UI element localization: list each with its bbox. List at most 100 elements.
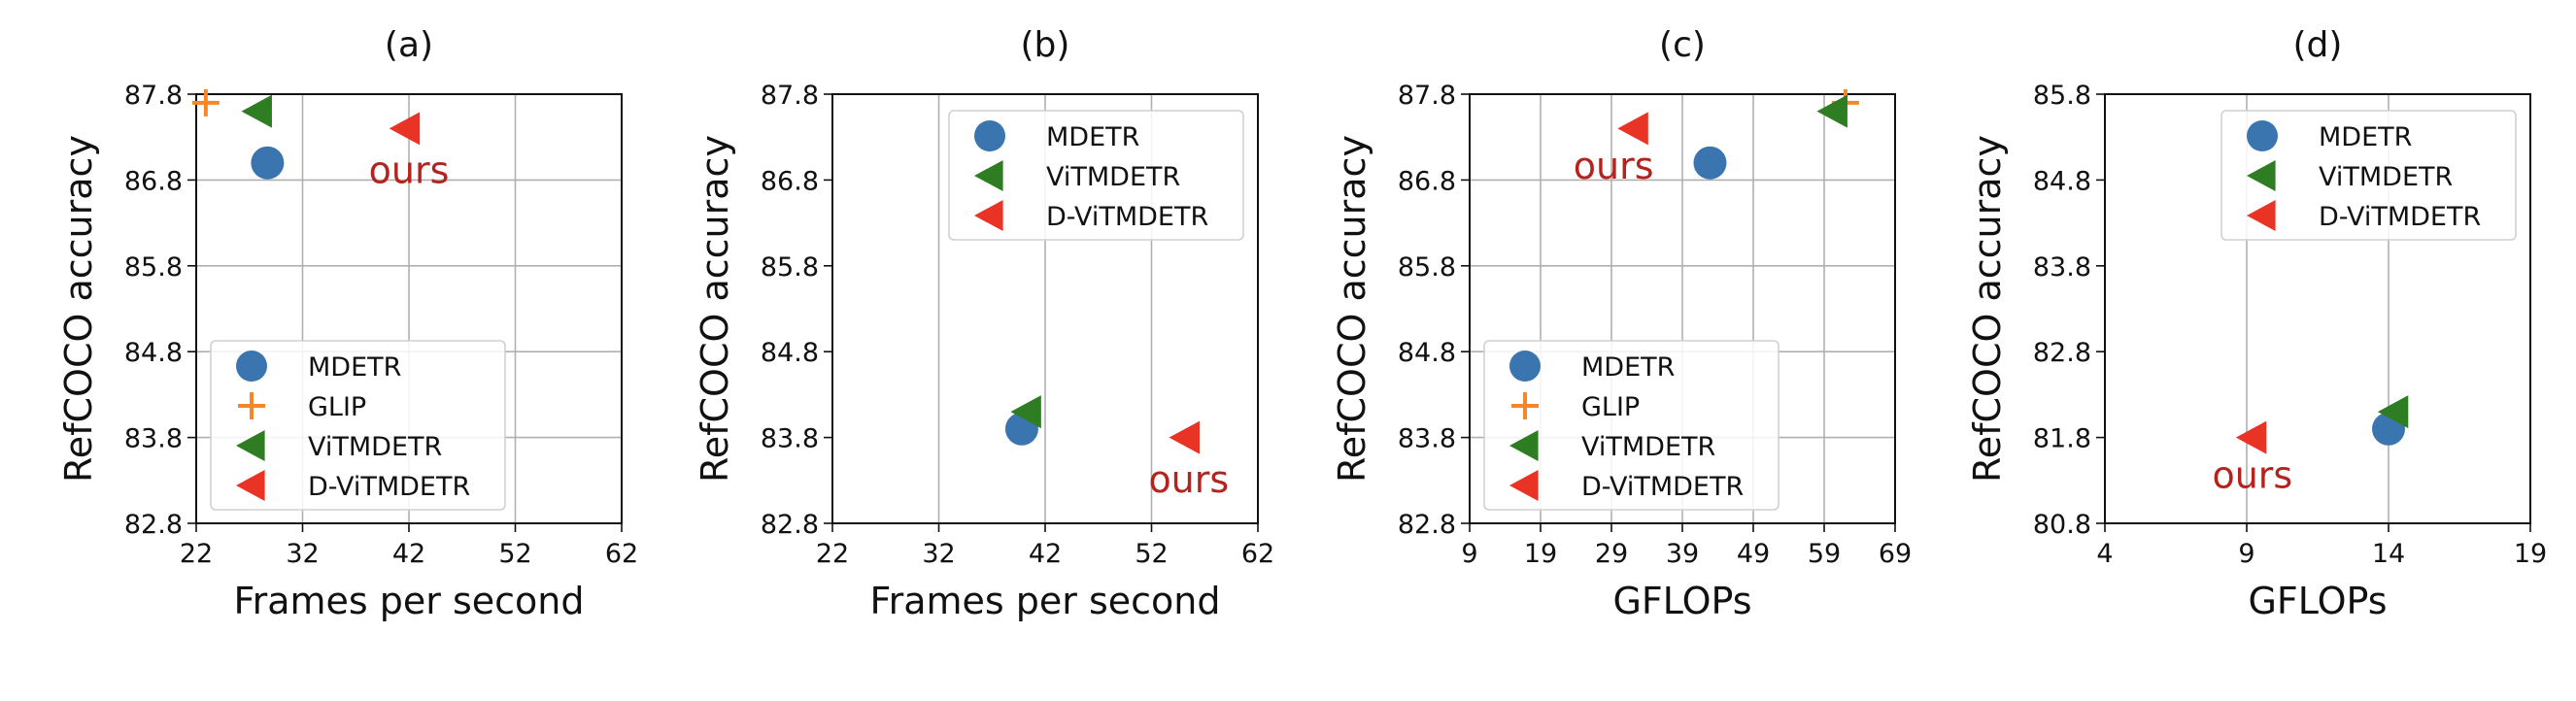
- legend-item: GLIP: [1511, 392, 1640, 422]
- x-tick-label: 14: [2372, 539, 2405, 569]
- subplot-d: 4 9 14 19 80.8 81.8 82.8 83.8 84.8 85.8 (d) GFLOPs R…: [1966, 25, 2547, 622]
- legend-box: [1483, 340, 1779, 511]
- legend-label: MDETR: [2319, 122, 2412, 152]
- legend-item: D-ViTMDETR: [2247, 200, 2481, 232]
- x-tick-label: 29: [1595, 539, 1628, 569]
- legend-marker-vitmdetr: [974, 160, 1003, 191]
- x-axis-label: Frames per second: [870, 580, 1221, 622]
- legend-label: MDETR: [308, 352, 401, 383]
- y-axis-label: RefCOCO accuracy: [1331, 135, 1373, 483]
- data-point-mdetr: [1693, 146, 1727, 180]
- legend-label: D-ViTMDETR: [308, 472, 470, 502]
- legend-label: MDETR: [1046, 122, 1139, 152]
- data-point-d-vitmdetr: [389, 112, 421, 146]
- subplot-title: (b): [1021, 25, 1070, 65]
- y-tick-label: 80.8: [2033, 510, 2091, 540]
- x-tick-label: 22: [180, 539, 213, 569]
- x-tick-label: 62: [605, 539, 638, 569]
- axes-frame: [831, 93, 1259, 524]
- axes-frame: [1469, 93, 1896, 524]
- y-tick-label: 82.8: [124, 510, 183, 540]
- x-tick-label: 52: [1135, 539, 1168, 569]
- legend-marker-mdetr: [974, 120, 1005, 151]
- data-point-d-vitmdetr: [1617, 112, 1648, 146]
- legend-item: D-ViTMDETR: [974, 200, 1208, 232]
- y-tick-label: 83.8: [2033, 252, 2091, 283]
- data-point-vitmdetr: [2377, 395, 2409, 429]
- legend-marker-mdetr: [236, 350, 267, 382]
- x-tick-label: 59: [1808, 539, 1841, 569]
- subplot-c: 9 19 29 39 49 59 69 82.8 83.8 84.8 85.8 86.8 87.8 (c)…: [1331, 25, 1912, 622]
- y-axis-label: RefCOCO accuracy: [694, 135, 736, 483]
- x-tick-label: 69: [1879, 539, 1912, 569]
- y-axis-label: RefCOCO accuracy: [1966, 135, 2009, 483]
- x-tick-label: 62: [1241, 539, 1274, 569]
- x-tick-label: 19: [1524, 539, 1557, 569]
- x-tick-label: 22: [816, 539, 849, 569]
- axes-frame: [195, 93, 623, 524]
- x-axis-label: GFLOPs: [1612, 580, 1751, 622]
- y-tick-label: 87.8: [761, 81, 819, 111]
- y-tick-label: 81.8: [2033, 424, 2091, 454]
- legend-item: GLIP: [238, 392, 366, 422]
- legend-label: GLIP: [308, 392, 366, 422]
- y-tick-label: 84.8: [761, 338, 819, 368]
- legend-marker-mdetr: [1509, 350, 1541, 382]
- legend-box: [948, 110, 1244, 241]
- subplot-b: 22 32 42 52 62 82.8 83.8 84.8 85.8 86.8 87.8 (b) Fra…: [694, 25, 1274, 622]
- legend-marker-glip: [238, 392, 265, 419]
- y-tick-label: 86.8: [1398, 166, 1456, 196]
- data-point-vitmdetr: [1010, 395, 1041, 429]
- data-point-vitmdetr: [241, 94, 272, 128]
- y-tick-label: 82.8: [1398, 510, 1456, 540]
- ours-annotation: ours: [1574, 145, 1654, 187]
- legend-item: ViTMDETR: [236, 430, 442, 462]
- y-tick-label: 82.8: [2033, 338, 2091, 368]
- legend-item: D-ViTMDETR: [1509, 470, 1744, 502]
- x-tick-label: 9: [2238, 539, 2254, 569]
- subplot-title: (c): [1659, 25, 1706, 65]
- legend-label: MDETR: [1581, 352, 1675, 383]
- legend-marker-d-vitmdetr: [1509, 470, 1539, 501]
- y-tick-label: 83.8: [761, 424, 819, 454]
- ours-annotation: ours: [2212, 453, 2292, 496]
- y-tick-label: 86.8: [124, 166, 183, 196]
- legend-marker-d-vitmdetr: [2247, 200, 2276, 231]
- legend-item: MDETR: [2247, 120, 2412, 152]
- data-point-mdetr: [251, 146, 285, 180]
- legend-marker-d-vitmdetr: [974, 200, 1003, 231]
- data-point-d-vitmdetr: [1169, 420, 1200, 454]
- x-tick-label: 42: [1029, 539, 1062, 569]
- x-tick-label: 52: [498, 539, 531, 569]
- legend: MDETR GLIP ViTMDETR D-ViTMDETR: [1483, 340, 1779, 511]
- legend-marker-vitmdetr: [236, 430, 265, 461]
- legend-marker-glip: [1511, 392, 1539, 419]
- y-tick-label: 85.8: [1398, 252, 1456, 283]
- data-point-d-vitmdetr: [2235, 420, 2267, 454]
- y-tick-label: 84.8: [2033, 166, 2091, 196]
- y-tick-label: 85.8: [761, 252, 819, 283]
- legend-item: ViTMDETR: [974, 160, 1180, 192]
- legend-box: [2220, 110, 2517, 241]
- legend-label: D-ViTMDETR: [2319, 202, 2481, 232]
- legend-box: [210, 340, 506, 511]
- x-tick-label: 42: [392, 539, 425, 569]
- data-point-vitmdetr: [1816, 94, 1847, 128]
- ours-annotation: ours: [1148, 458, 1229, 501]
- legend-marker-vitmdetr: [2247, 160, 2276, 191]
- y-tick-label: 86.8: [761, 166, 819, 196]
- legend-item: MDETR: [1509, 350, 1675, 383]
- legend-item: ViTMDETR: [1509, 430, 1715, 462]
- legend-item: ViTMDETR: [2247, 160, 2453, 192]
- y-tick-label: 84.8: [124, 338, 183, 368]
- x-tick-label: 9: [1461, 539, 1477, 569]
- y-tick-label: 87.8: [124, 81, 183, 111]
- ours-annotation: ours: [369, 150, 450, 192]
- legend-label: GLIP: [1581, 392, 1640, 422]
- y-tick-label: 83.8: [124, 424, 183, 454]
- legend-label: ViTMDETR: [2319, 162, 2453, 192]
- legend-marker-d-vitmdetr: [236, 470, 265, 501]
- axes-frame: [2104, 93, 2531, 524]
- legend-label: D-ViTMDETR: [1581, 472, 1744, 502]
